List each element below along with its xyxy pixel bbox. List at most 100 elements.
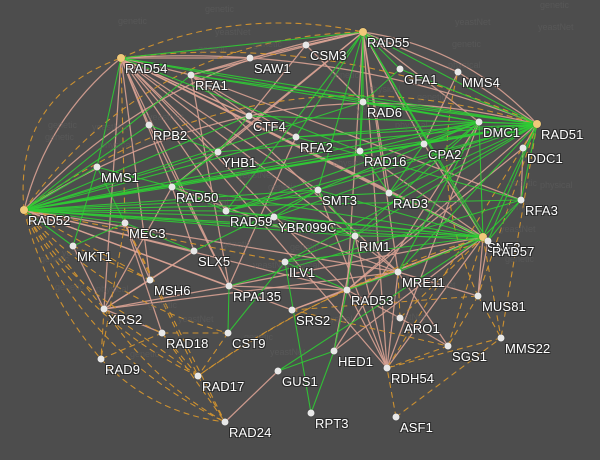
- graph-edge[interactable]: [124, 222, 195, 252]
- node-dot[interactable]: [121, 219, 129, 227]
- graph-edge[interactable]: [23, 209, 356, 237]
- graph-edge[interactable]: [386, 271, 399, 369]
- graph-edge[interactable]: [103, 271, 399, 310]
- graph-edge[interactable]: [346, 235, 356, 291]
- graph-edge[interactable]: [397, 271, 479, 297]
- node-dot[interactable]: [519, 144, 527, 152]
- graph-edge[interactable]: [248, 115, 297, 138]
- node-dot[interactable]: [497, 334, 505, 342]
- graph-edge[interactable]: [277, 236, 484, 372]
- node-dot[interactable]: [484, 237, 492, 245]
- node-dot[interactable]: [117, 54, 125, 62]
- graph-edge[interactable]: [346, 289, 388, 369]
- graph-edge[interactable]: [305, 44, 364, 103]
- graph-edge[interactable]: [386, 345, 449, 369]
- graph-edge[interactable]: [193, 189, 319, 252]
- graph-edge[interactable]: [190, 74, 480, 123]
- graph-edge[interactable]: [388, 123, 538, 194]
- graph-edge[interactable]: [359, 150, 484, 238]
- graph-edge[interactable]: [388, 143, 425, 194]
- graph-edge[interactable]: [397, 236, 484, 273]
- node-dot[interactable]: [359, 28, 367, 36]
- graph-edge[interactable]: [284, 236, 484, 263]
- node-dot[interactable]: [168, 183, 176, 191]
- node-dot[interactable]: [302, 41, 310, 49]
- node-dot[interactable]: [394, 268, 402, 276]
- node-dot[interactable]: [359, 98, 367, 106]
- node-dot[interactable]: [356, 147, 364, 155]
- graph-edge[interactable]: [190, 74, 522, 201]
- node-dot[interactable]: [97, 355, 105, 363]
- graph-edge[interactable]: [346, 271, 399, 291]
- graph-edge[interactable]: [23, 199, 522, 211]
- node-dot[interactable]: [221, 418, 229, 426]
- graph-edge[interactable]: [124, 222, 163, 334]
- graph-edge[interactable]: [72, 245, 151, 281]
- graph-edge[interactable]: [23, 209, 105, 310]
- graph-edge[interactable]: [23, 209, 226, 423]
- graph-edge[interactable]: [354, 123, 538, 237]
- graph-edge[interactable]: [120, 57, 151, 281]
- graph-edge[interactable]: [190, 74, 250, 117]
- graph-edge[interactable]: [317, 189, 484, 238]
- node-dot[interactable]: [245, 112, 253, 120]
- graph-edge[interactable]: [346, 147, 524, 291]
- graph-edge[interactable]: [477, 123, 538, 297]
- graph-edge[interactable]: [23, 31, 364, 211]
- graph-edge[interactable]: [227, 285, 230, 334]
- graph-edge[interactable]: [354, 121, 480, 237]
- graph-edge[interactable]: [100, 332, 163, 360]
- node-dot[interactable]: [270, 213, 278, 221]
- graph-edge[interactable]: [148, 124, 219, 153]
- graph-edge[interactable]: [362, 31, 538, 125]
- graph-edge[interactable]: [482, 236, 502, 339]
- node-dot[interactable]: [100, 305, 108, 313]
- graph-edge[interactable]: [295, 31, 364, 138]
- graph-edge[interactable]: [190, 74, 399, 273]
- graph-edge[interactable]: [148, 124, 230, 287]
- graph-edge[interactable]: [386, 367, 397, 418]
- node-dot[interactable]: [225, 282, 233, 290]
- graph-edge[interactable]: [362, 31, 538, 125]
- graph-edge[interactable]: [197, 375, 226, 423]
- graph-edge[interactable]: [295, 123, 538, 138]
- graph-edge[interactable]: [359, 150, 390, 194]
- node-dot[interactable]: [158, 329, 166, 337]
- graph-edge[interactable]: [520, 147, 524, 201]
- graph-edge[interactable]: [500, 123, 538, 339]
- graph-edge[interactable]: [228, 199, 522, 287]
- node-dot[interactable]: [330, 347, 338, 355]
- node-dot[interactable]: [292, 133, 300, 141]
- graph-edge[interactable]: [171, 186, 484, 238]
- graph-edge[interactable]: [388, 121, 480, 194]
- graph-edge[interactable]: [317, 123, 538, 191]
- graph-edge[interactable]: [124, 222, 226, 423]
- node-dot[interactable]: [146, 276, 154, 284]
- node-dot[interactable]: [274, 367, 282, 375]
- graph-edge[interactable]: [171, 151, 219, 188]
- graph-edge[interactable]: [72, 222, 126, 247]
- graph-edge[interactable]: [423, 71, 459, 145]
- graph-edge[interactable]: [190, 57, 251, 76]
- graph-edge[interactable]: [487, 123, 538, 242]
- graph-edge[interactable]: [190, 31, 364, 76]
- graph-edge[interactable]: [120, 55, 538, 125]
- graph-edge[interactable]: [120, 57, 126, 224]
- graph-edge[interactable]: [23, 209, 199, 377]
- node-dot[interactable]: [479, 233, 487, 241]
- node-dot[interactable]: [69, 242, 77, 250]
- node-dot[interactable]: [281, 258, 289, 266]
- graph-edge[interactable]: [359, 123, 538, 152]
- node-dot[interactable]: [314, 186, 322, 194]
- graph-edge[interactable]: [72, 245, 105, 310]
- node-dot[interactable]: [517, 196, 525, 204]
- graph-edge[interactable]: [397, 121, 480, 273]
- graph-edge[interactable]: [228, 236, 484, 287]
- graph-edge[interactable]: [149, 250, 195, 281]
- graph-edge[interactable]: [120, 57, 388, 369]
- graph-edge[interactable]: [457, 71, 538, 125]
- graph-edge[interactable]: [103, 285, 230, 310]
- graph-edge[interactable]: [23, 31, 364, 211]
- graph-edge[interactable]: [23, 209, 227, 212]
